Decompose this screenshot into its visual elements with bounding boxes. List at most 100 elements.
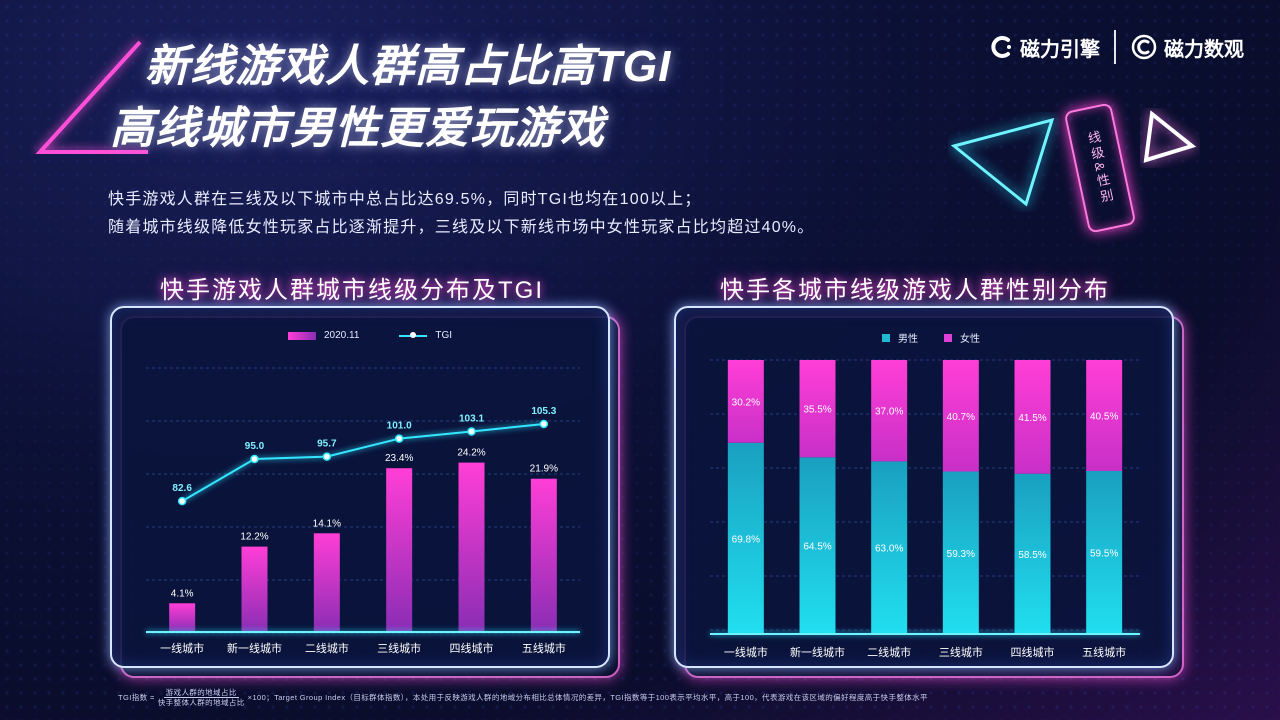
bar-male-1 <box>727 442 764 634</box>
female-value-label: 41.5% <box>1018 413 1046 424</box>
male-value-label: 58.5% <box>1018 550 1046 561</box>
male-value-label: 59.3% <box>947 549 975 560</box>
bar-female-6 <box>1086 360 1123 471</box>
tgi-value-label: 105.3 <box>531 406 556 417</box>
male-value-label: 69.8% <box>732 534 760 545</box>
female-value-label: 40.5% <box>1090 411 1118 422</box>
x-tick-label: 一线城市 <box>160 641 204 655</box>
legend-line-swatch <box>399 331 428 338</box>
x-tick-label: 二线城市 <box>305 641 349 655</box>
brand-cili-data: 磁力数观 <box>1130 33 1244 62</box>
legend-bar-swatch <box>288 331 316 340</box>
bar-female-2 <box>799 360 836 458</box>
tgi-point <box>322 452 332 461</box>
bar-male-3 <box>871 461 908 634</box>
tgi-point <box>250 454 259 464</box>
footnote: TGI指数 = 游戏人群的地域占比 快手整体人群的地域占比 ×100；Targe… <box>118 688 928 707</box>
bar-value-label: 21.9% <box>530 464 558 475</box>
brand-logos: 磁力引擎 磁力数观 <box>988 30 1244 64</box>
x-tick-label: 四线城市 <box>450 641 494 655</box>
x-tick-label: 新一线城市 <box>790 645 845 659</box>
chart1-legend: 2020.11 TGI <box>288 330 452 341</box>
bar-3 <box>313 533 340 632</box>
chart2-title: 快手各城市线级游戏人群性别分布 <box>720 277 1110 304</box>
footnote-denominator: 快手整体人群的地域占比 <box>157 698 245 707</box>
x-tick-label: 三线城市 <box>377 641 421 655</box>
x-tick-label: 四线城市 <box>1011 645 1055 659</box>
cili-data-logo-icon <box>1131 34 1157 60</box>
category-tag-label: 线级&性别 <box>1084 129 1116 207</box>
bar-male-5 <box>1014 473 1051 634</box>
chart1-svg: 4.1% 一线城市 12.2% 新一线城市 14.1% 二线城市 23.4% 三线城市 24.2… <box>146 367 580 655</box>
female-value-label: 30.2% <box>732 397 760 408</box>
chart2-svg: 69.8% 30.2% 一线城市 64.5% 35.5% 新一线城市 63.0% 37.0% 二… <box>710 359 1140 659</box>
tgi-point <box>394 434 404 443</box>
tgi-line <box>181 422 544 503</box>
female-value-label: 40.7% <box>947 412 975 423</box>
bar-male-6 <box>1086 470 1123 634</box>
tgi-value-label: 103.1 <box>459 413 484 424</box>
bar-female-3 <box>871 360 908 462</box>
cili-engine-logo-icon <box>991 36 1011 58</box>
page-title-line1: 新线游戏人群高占比高TGI <box>145 42 672 91</box>
female-value-label: 35.5% <box>803 405 831 416</box>
x-tick-label: 五线城市 <box>522 641 566 655</box>
tgi-value-label: 82.6 <box>172 483 192 494</box>
bar-1 <box>169 603 196 632</box>
bar-value-label: 12.2% <box>240 532 268 543</box>
bar-female-4 <box>942 360 979 472</box>
page-title-line2: 高线城市男性更爱玩游戏 <box>110 104 605 153</box>
tgi-value-label: 101.0 <box>387 421 412 432</box>
x-tick-label: 五线城市 <box>1082 645 1126 659</box>
brand-separator <box>1114 30 1116 64</box>
chart2-panel: 男性 女性 69.8% 30.2% 一线城市 64.5% 35.5% 新一线城市 63.0%… <box>674 306 1174 668</box>
bar-4 <box>386 468 413 632</box>
x-tick-label: 三线城市 <box>939 645 983 659</box>
tgi-point <box>177 496 187 506</box>
brand-cili-engine: 磁力引擎 <box>988 33 1100 62</box>
legend-line-label: TGI <box>435 330 453 341</box>
tgi-value-label: 95.7 <box>317 439 337 450</box>
brand-left-label: 磁力引擎 <box>1020 38 1100 61</box>
footnote-numerator: 游戏人群的地域占比 <box>163 688 239 698</box>
bar-2 <box>241 546 268 632</box>
bar-5 <box>458 462 485 632</box>
legend-bar-label: 2020.11 <box>324 330 360 341</box>
legend-male-label: 男性 <box>898 334 918 345</box>
description: 快手游戏人群在三线及以下城市中总占比达69.5%，同时TGI也均在100以上； … <box>108 186 814 242</box>
bar-value-label: 24.2% <box>457 448 485 459</box>
bar-value-label: 23.4% <box>385 453 413 464</box>
neon-triangle-left-decoration <box>35 40 148 154</box>
x-tick-label: 一线城市 <box>724 645 768 659</box>
tgi-value-label: 95.0 <box>245 441 265 452</box>
male-value-label: 64.5% <box>803 542 831 553</box>
footnote-fraction: 游戏人群的地域占比 快手整体人群的地域占比 <box>158 688 245 707</box>
bar-value-label: 14.1% <box>313 518 341 529</box>
chart1-title: 快手游戏人群城市线级分布及TGI <box>160 277 544 304</box>
bar-value-label: 4.1% <box>171 588 194 599</box>
footnote-text: ×100；Target Group Index（目标群体指数），本处用于反映游戏… <box>247 693 928 702</box>
brand-right-label: 磁力数观 <box>1164 38 1244 61</box>
tgi-point <box>539 419 549 429</box>
description-line1: 快手游戏人群在三线及以下城市中总占比达69.5%，同时TGI也均在100以上； <box>108 191 702 208</box>
male-value-label: 63.0% <box>875 544 903 555</box>
chart2-legend: 男性 女性 <box>882 330 980 345</box>
description-line2: 随着城市线级降低女性玩家占比逐渐提升，三线及以下新线市场中女性玩家占比均超过40… <box>108 219 815 236</box>
x-tick-label: 二线城市 <box>867 645 911 659</box>
bar-male-4 <box>942 471 979 634</box>
female-value-label: 37.0% <box>875 407 903 418</box>
bar-female-1 <box>727 360 764 443</box>
chart1-panel: 2020.11 TGI 4.1% 一线城市 12.2% 新一线城市 14.1% 二线城市 2… <box>110 306 610 668</box>
legend-male-swatch <box>882 333 890 342</box>
x-tick-label: 新一线城市 <box>227 641 282 655</box>
bar-male-2 <box>799 457 836 634</box>
bar-6 <box>530 478 557 632</box>
neon-triangle-small-icon <box>1143 110 1197 163</box>
tgi-point <box>467 427 476 436</box>
male-value-label: 59.5% <box>1090 548 1118 559</box>
footnote-prefix: TGI指数 = <box>118 693 155 702</box>
legend-female-swatch <box>944 333 952 342</box>
neon-triangle-outline-icon <box>950 117 1055 207</box>
legend-female-label: 女性 <box>960 334 980 345</box>
bar-female-5 <box>1014 360 1051 474</box>
